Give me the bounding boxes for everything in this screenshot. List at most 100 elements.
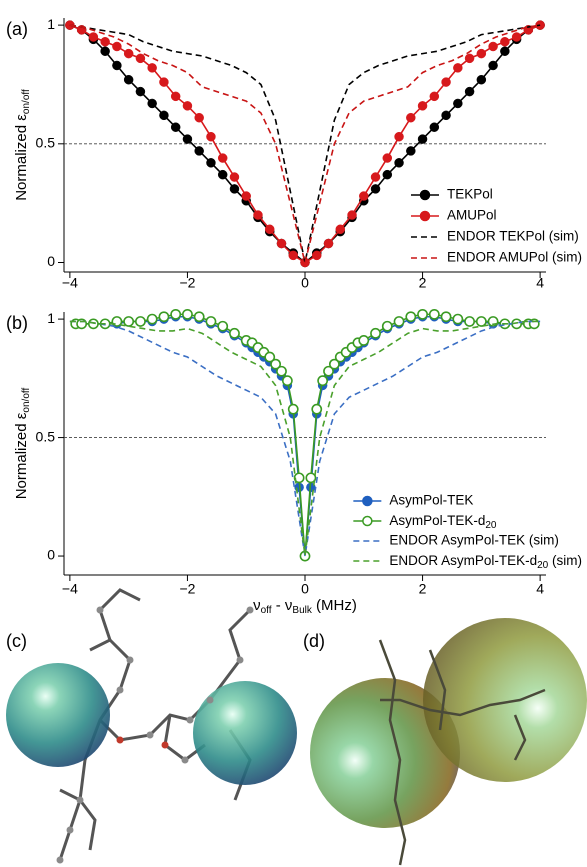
data-point: [195, 146, 204, 155]
text-part: (sim): [548, 553, 582, 568]
data-point: [359, 336, 368, 345]
data-point: [418, 135, 427, 144]
legend-label: AsymPol-TEK: [389, 493, 473, 508]
data-point: [218, 170, 227, 179]
data-point: [148, 63, 157, 72]
legend-marker: [363, 497, 372, 506]
data-point: [101, 47, 110, 56]
data-point: [500, 47, 509, 56]
x-tick-label: −4: [62, 275, 78, 291]
data-point: [206, 317, 215, 326]
subscript: Bulk: [292, 605, 312, 616]
x-tick-label: 4: [536, 581, 544, 597]
data-point: [312, 405, 321, 414]
x-tick-label: −2: [179, 581, 195, 597]
data-point: [371, 329, 380, 338]
spin-sphere: [423, 618, 587, 782]
data-point: [477, 75, 486, 84]
data-point: [148, 99, 157, 108]
x-tick-label: 4: [536, 275, 544, 291]
data-point: [183, 135, 192, 144]
data-point: [489, 42, 498, 51]
data-point: [218, 322, 227, 331]
data-point: [171, 92, 180, 101]
data-point: [206, 132, 215, 141]
data-point: [383, 322, 392, 331]
data-point: [136, 87, 145, 96]
data-point: [230, 173, 239, 182]
x-tick-label: 0: [301, 581, 309, 597]
legend-label: ENDOR AsymPol-TEK-d20 (sim): [389, 553, 582, 571]
data-point: [406, 146, 415, 155]
data-point: [418, 101, 427, 110]
y-tick-label: 0.5: [36, 428, 56, 444]
data-point: [218, 154, 227, 163]
data-point: [265, 225, 274, 234]
data-point: [283, 376, 292, 385]
text-part: ν: [253, 597, 261, 614]
y-tick-label: 0: [47, 547, 55, 563]
data-point: [112, 61, 121, 70]
legend-label: AMUPol: [447, 208, 497, 223]
spin-sphere: [193, 681, 297, 785]
x-tick-label: 2: [419, 275, 427, 291]
x-tick-label: 0: [301, 275, 309, 291]
legend: AsymPol-TEKAsymPol-TEK-d20ENDOR AsymPol-…: [353, 493, 582, 571]
data-point: [477, 49, 486, 58]
legend-label: ENDOR AsymPol-TEK (sim): [389, 533, 559, 548]
data-point: [441, 312, 450, 321]
data-point: [530, 319, 539, 328]
y-axis-label: Normalized εon/off: [13, 388, 32, 500]
text-part: AsymPol-TEK-d: [389, 513, 485, 528]
data-point: [383, 154, 392, 163]
x-tick-label: −4: [62, 581, 78, 597]
data-point: [124, 49, 133, 58]
subscript: 20: [537, 560, 549, 571]
subscript: on/off: [21, 388, 32, 413]
data-point: [500, 37, 509, 46]
data-point: [453, 315, 462, 324]
data-point: [489, 61, 498, 70]
data-point: [171, 123, 180, 132]
data-point: [406, 113, 415, 122]
text-part: - ν: [272, 597, 293, 614]
data-point: [430, 123, 439, 132]
figure: (c) (d) (a)Normalized εon/off00.51−4−202…: [0, 0, 587, 867]
data-point: [383, 170, 392, 179]
data-point: [324, 239, 333, 248]
legend-label: TEKPol: [447, 187, 493, 202]
y-tick-label: 1: [47, 16, 55, 32]
panel-label: (b): [6, 313, 28, 333]
data-point: [512, 32, 521, 41]
data-point: [230, 184, 239, 193]
panel-label: (a): [6, 19, 28, 39]
data-point: [277, 239, 286, 248]
subscript: on/off: [21, 89, 32, 114]
text-part: (MHz): [312, 597, 357, 614]
legend: TEKPolAMUPolENDOR TEKPol (sim)ENDOR AMUP…: [411, 187, 582, 265]
data-point: [206, 158, 215, 167]
data-point: [465, 87, 474, 96]
data-point: [371, 184, 380, 193]
data-point: [89, 319, 98, 328]
y-tick-label: 1: [47, 310, 55, 326]
data-point: [430, 92, 439, 101]
data-point: [195, 113, 204, 122]
data-point: [242, 192, 251, 201]
data-point: [159, 312, 168, 321]
data-point: [159, 78, 168, 87]
data-point: [394, 317, 403, 326]
data-point: [371, 173, 380, 182]
data-point: [136, 54, 145, 63]
data-point: [183, 310, 192, 319]
legend-marker: [420, 212, 429, 221]
data-point: [101, 37, 110, 46]
data-point: [348, 211, 357, 220]
data-point: [359, 192, 368, 201]
y-axis-label: Normalized εon/off: [13, 89, 32, 201]
y-tick-label: 0.5: [36, 135, 56, 151]
data-point: [442, 111, 451, 120]
spin-sphere: [6, 663, 110, 767]
data-point: [442, 78, 451, 87]
data-point: [195, 312, 204, 321]
